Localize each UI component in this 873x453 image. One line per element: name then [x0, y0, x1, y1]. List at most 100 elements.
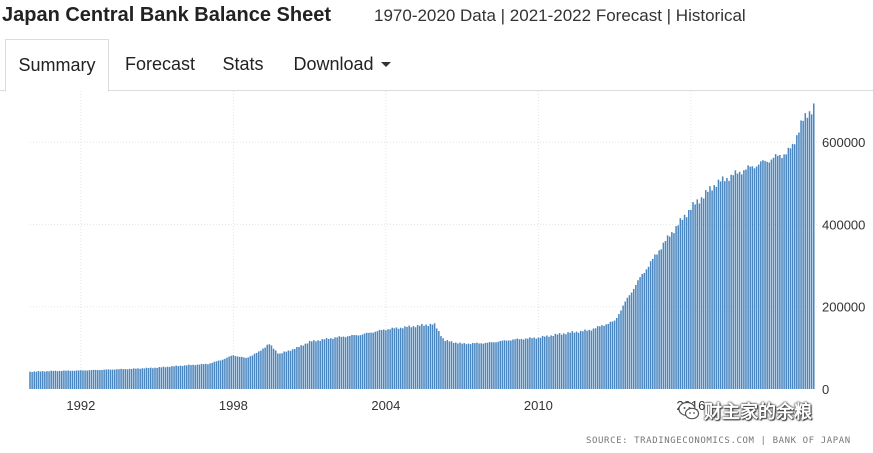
bar [327, 338, 330, 389]
bar [599, 326, 601, 389]
bar [192, 364, 194, 389]
bar [190, 365, 192, 389]
bar [48, 371, 50, 389]
bar [399, 327, 402, 389]
bar [393, 328, 396, 389]
bar [755, 166, 758, 389]
bar [452, 343, 455, 389]
bar [65, 370, 67, 389]
bar [247, 357, 249, 389]
watermark: 财主家的余粮 [678, 397, 812, 425]
bar [707, 191, 709, 389]
bar [376, 331, 379, 389]
bar [234, 356, 237, 389]
bar [618, 314, 620, 389]
bar [99, 370, 101, 389]
bar [88, 370, 91, 389]
chart-subtitle: 1970-2020 Data | 2021-2022 Forecast | Hi… [374, 6, 746, 25]
bar [533, 337, 535, 389]
bar [728, 180, 730, 389]
bar [465, 344, 468, 389]
bar [772, 157, 775, 389]
bar [541, 335, 544, 389]
bar [459, 342, 461, 389]
bar [643, 272, 646, 389]
bar [124, 369, 127, 389]
bar [387, 329, 389, 389]
bar [397, 328, 400, 389]
tab-stats[interactable]: Stats [215, 39, 271, 91]
bar [116, 369, 118, 389]
bar [111, 369, 114, 389]
bar [652, 258, 654, 389]
bar [681, 219, 684, 389]
axis-layer: 199219982004201020160200000400000600000 [66, 135, 865, 413]
bar [230, 355, 232, 389]
bar [241, 356, 243, 389]
tab-summary[interactable]: Summary [5, 39, 109, 92]
bar [217, 360, 220, 389]
bar [92, 369, 95, 389]
bar [287, 350, 290, 389]
bar [762, 160, 764, 389]
bar [507, 340, 510, 389]
bar [791, 143, 794, 389]
bar [554, 333, 557, 389]
bar [228, 356, 230, 389]
bar [558, 333, 561, 389]
bar [793, 144, 796, 389]
bar [628, 295, 631, 389]
bar [139, 368, 141, 389]
bar [613, 320, 616, 389]
grid-layer [30, 91, 818, 389]
bar [516, 338, 518, 389]
tab-download[interactable]: Download [285, 39, 399, 91]
bar [103, 369, 105, 389]
bar [154, 367, 156, 389]
bar [474, 343, 476, 389]
tab-stats-label: Stats [222, 54, 264, 74]
bar [149, 367, 152, 389]
bar [501, 340, 504, 389]
bar [421, 323, 423, 389]
bar [668, 236, 671, 389]
bar [444, 341, 446, 389]
bar [372, 332, 374, 389]
bar [446, 340, 449, 389]
bar [626, 297, 629, 389]
bar [469, 344, 472, 389]
bar [385, 330, 387, 389]
bar [732, 175, 735, 389]
bar [185, 365, 188, 389]
bar [44, 371, 46, 389]
tab-forecast[interactable]: Forecast [117, 39, 203, 91]
bar [270, 345, 273, 389]
bar [537, 337, 540, 389]
bar [649, 261, 652, 389]
bar [340, 336, 343, 389]
bar [806, 117, 809, 390]
bar [315, 341, 317, 389]
bar [635, 285, 637, 389]
bar [603, 325, 605, 389]
bar [577, 332, 580, 389]
bar [431, 324, 434, 389]
bar [266, 344, 269, 389]
bar [569, 332, 571, 389]
bar [641, 274, 643, 389]
bar [291, 349, 294, 389]
bar [590, 330, 593, 389]
bar [751, 166, 754, 389]
bar [264, 347, 266, 389]
bar [101, 369, 103, 389]
bar [556, 334, 559, 389]
bar [624, 301, 626, 389]
bar [645, 269, 648, 389]
bar [565, 334, 567, 389]
bar-layer [29, 103, 815, 390]
bar [294, 349, 296, 389]
source-note: SOURCE: TRADINGECONOMICS.COM | BANK OF J… [586, 436, 851, 446]
bar [355, 335, 357, 389]
bar [753, 168, 756, 389]
bar [654, 254, 656, 389]
